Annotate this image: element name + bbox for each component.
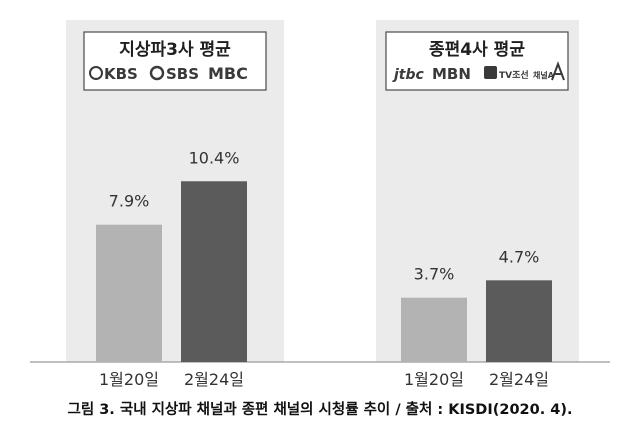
value-label-terrestrial-2: 10.4% bbox=[189, 148, 240, 167]
bars-layer: 7.9% 1월20일 10.4% 2월24일 3.7% 1월20일 4.7% 2월24일 bbox=[96, 148, 552, 389]
bar-general-1 bbox=[401, 297, 467, 362]
kbs-logo-icon bbox=[89, 66, 103, 80]
bar-general-2 bbox=[486, 280, 552, 362]
channel-a-logo-icon bbox=[551, 61, 565, 81]
panel-title-terrestrial: 지상파3사 평균 bbox=[119, 40, 231, 60]
sbs-logo-icon bbox=[149, 65, 165, 81]
logo-sbs: SBS bbox=[166, 65, 199, 83]
logo-mbn: MBN bbox=[432, 65, 471, 83]
logo-kbs: KBS bbox=[104, 65, 138, 83]
category-label-terrestrial-2: 2월24일 bbox=[184, 370, 244, 389]
panel-title-general: 종편4사 평균 bbox=[429, 40, 525, 60]
bar-terrestrial-1 bbox=[96, 224, 162, 362]
logo-jtbc: jtbc bbox=[392, 67, 425, 83]
logo-row-terrestrial: KBS SBS MBC bbox=[89, 64, 248, 83]
logo-channel-a: 채널A bbox=[533, 70, 555, 80]
value-label-terrestrial-1: 7.9% bbox=[109, 192, 150, 211]
tv-chosun-logo-icon bbox=[484, 66, 497, 79]
panel-title-box-general bbox=[385, 31, 569, 91]
bar-terrestrial-2 bbox=[181, 181, 247, 362]
category-label-general-1: 1월20일 bbox=[404, 370, 464, 389]
logo-mbc: MBC bbox=[208, 64, 248, 83]
value-label-general-2: 4.7% bbox=[499, 247, 540, 266]
category-label-general-2: 2월24일 bbox=[489, 370, 549, 389]
logo-tvchosun: TV조선 bbox=[499, 69, 529, 81]
value-label-general-1: 3.7% bbox=[414, 265, 455, 284]
logo-row-general: jtbc MBN TV조선 채널A bbox=[392, 61, 565, 83]
panel-title-box-terrestrial bbox=[83, 31, 267, 91]
figure-caption: 그림 3. 국내 지상파 채널과 종편 채널의 시청률 추이 / 출처 : KI… bbox=[67, 402, 573, 418]
category-label-terrestrial-1: 1월20일 bbox=[99, 370, 159, 389]
